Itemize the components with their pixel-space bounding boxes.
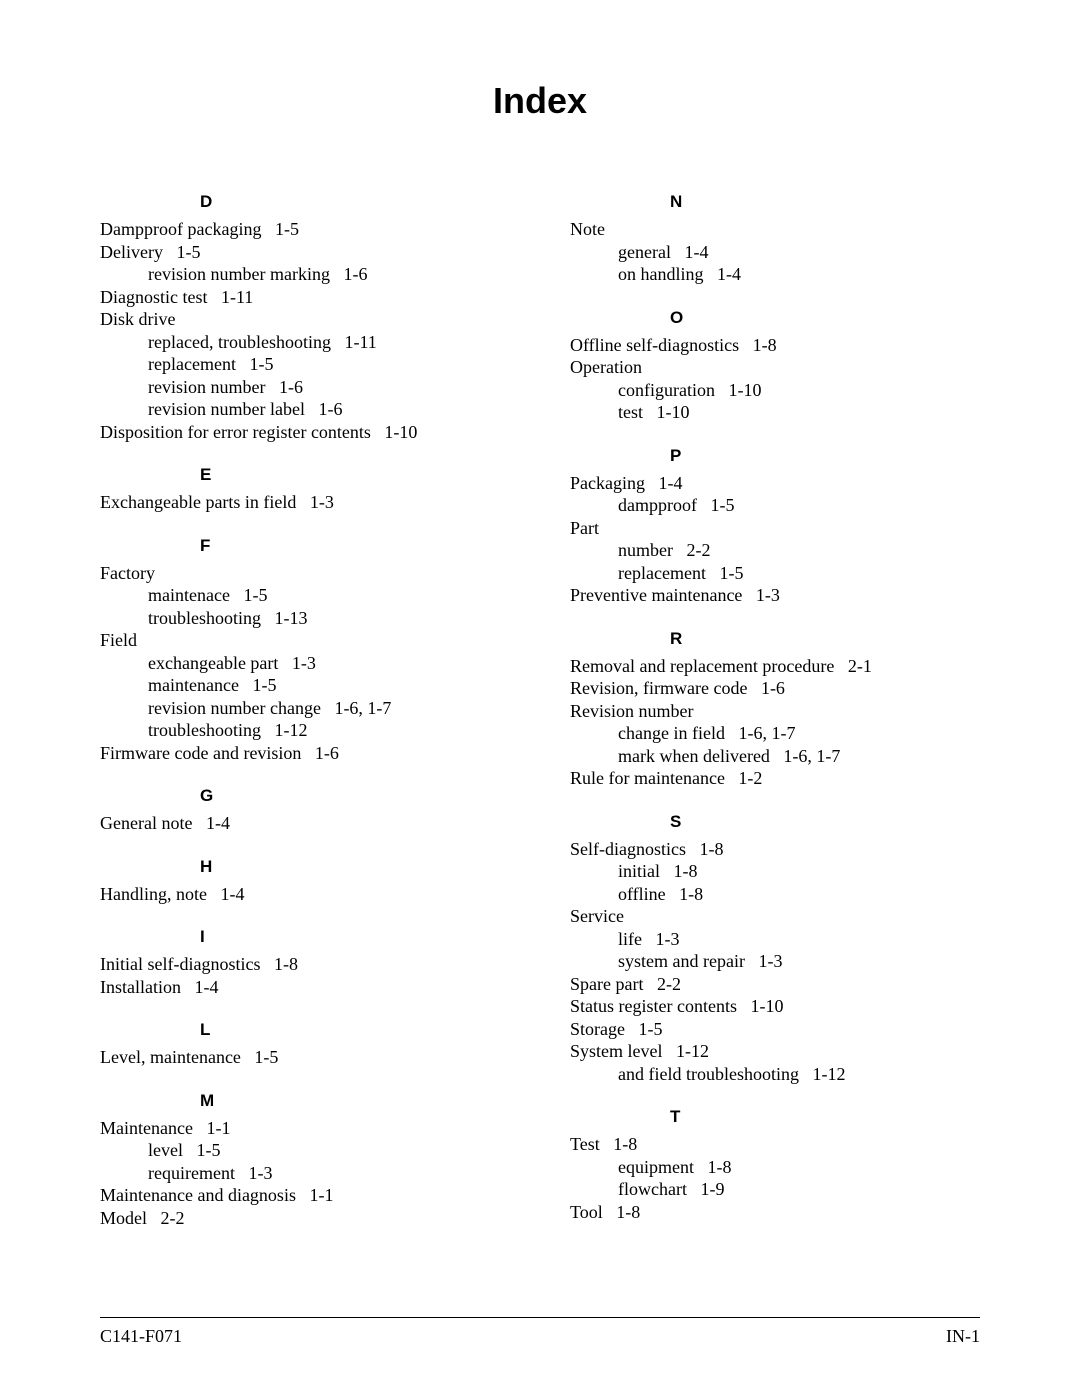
index-entry: requirement 1-3 — [100, 1162, 510, 1185]
section-heading: H — [200, 857, 510, 877]
index-entry: System level 1-12 — [570, 1040, 980, 1063]
page-title: Index — [100, 80, 980, 122]
index-entry: Installation 1-4 — [100, 976, 510, 999]
page-footer: C141-F071 IN-1 — [100, 1317, 980, 1347]
index-entry: Model 2-2 — [100, 1207, 510, 1230]
index-entry: Status register contents 1-10 — [570, 995, 980, 1018]
index-entry: Revision number — [570, 700, 980, 723]
index-entry: Self-diagnostics 1-8 — [570, 838, 980, 861]
section-heading: T — [670, 1107, 980, 1127]
index-entry: number 2-2 — [570, 539, 980, 562]
section-heading: E — [200, 465, 510, 485]
index-entry: offline 1-8 — [570, 883, 980, 906]
index-entry: Part — [570, 517, 980, 540]
index-entry: replaced, troubleshooting 1-11 — [100, 331, 510, 354]
index-entry: revision number marking 1-6 — [100, 263, 510, 286]
index-entry: revision number change 1-6, 1-7 — [100, 697, 510, 720]
section-heading: L — [200, 1020, 510, 1040]
index-entry: Factory — [100, 562, 510, 585]
index-entry: level 1-5 — [100, 1139, 510, 1162]
index-entry: Disposition for error register contents … — [100, 421, 510, 444]
index-entry: Rule for maintenance 1-2 — [570, 767, 980, 790]
section-heading: P — [670, 446, 980, 466]
section-heading: O — [670, 308, 980, 328]
index-entry: Maintenance 1-1 — [100, 1117, 510, 1140]
index-entry: general 1-4 — [570, 241, 980, 264]
index-entry: Operation — [570, 356, 980, 379]
index-entry: maintenance 1-5 — [100, 674, 510, 697]
section-heading: R — [670, 629, 980, 649]
index-entry: Disk drive — [100, 308, 510, 331]
footer-text: C141-F071 IN-1 — [100, 1326, 980, 1347]
section-heading: N — [670, 192, 980, 212]
index-entry: Level, maintenance 1-5 — [100, 1046, 510, 1069]
index-entry: Preventive maintenance 1-3 — [570, 584, 980, 607]
index-entry: Service — [570, 905, 980, 928]
index-entry: Storage 1-5 — [570, 1018, 980, 1041]
index-entry: Removal and replacement procedure 2-1 — [570, 655, 980, 678]
index-entry: system and repair 1-3 — [570, 950, 980, 973]
section-heading: G — [200, 786, 510, 806]
index-entry: Packaging 1-4 — [570, 472, 980, 495]
section-heading: S — [670, 812, 980, 832]
section-heading: I — [200, 927, 510, 947]
index-entry: Test 1-8 — [570, 1133, 980, 1156]
footer-rule — [100, 1317, 980, 1318]
index-entry: test 1-10 — [570, 401, 980, 424]
section-heading: D — [200, 192, 510, 212]
index-page: Index D Dampproof packaging 1-5Delivery 1… — [0, 0, 1080, 1397]
index-columns: DDampproof packaging 1-5Delivery 1-5revi… — [100, 192, 980, 1229]
index-entry: Maintenance and diagnosis 1-1 — [100, 1184, 510, 1207]
index-entry: Diagnostic test 1-11 — [100, 286, 510, 309]
section-heading: M — [200, 1091, 510, 1111]
index-entry: Field — [100, 629, 510, 652]
index-entry: revision number label 1-6 — [100, 398, 510, 421]
index-entry: troubleshooting 1-12 — [100, 719, 510, 742]
left-column: DDampproof packaging 1-5Delivery 1-5revi… — [100, 192, 510, 1229]
index-entry: Initial self-diagnostics 1-8 — [100, 953, 510, 976]
index-entry: Dampproof packaging 1-5 — [100, 218, 510, 241]
index-entry: General note 1-4 — [100, 812, 510, 835]
index-entry: replacement 1-5 — [570, 562, 980, 585]
index-entry: Revision, firmware code 1-6 — [570, 677, 980, 700]
index-entry: change in field 1-6, 1-7 — [570, 722, 980, 745]
index-entry: troubleshooting 1-13 — [100, 607, 510, 630]
index-entry: initial 1-8 — [570, 860, 980, 883]
index-entry: Spare part 2-2 — [570, 973, 980, 996]
index-entry: Offline self-diagnostics 1-8 — [570, 334, 980, 357]
index-entry: replacement 1-5 — [100, 353, 510, 376]
index-entry: flowchart 1-9 — [570, 1178, 980, 1201]
index-entry: mark when delivered 1-6, 1-7 — [570, 745, 980, 768]
index-entry: Exchangeable parts in field 1-3 — [100, 491, 510, 514]
section-heading: F — [200, 536, 510, 556]
index-entry: Note — [570, 218, 980, 241]
index-entry: and field troubleshooting 1-12 — [570, 1063, 980, 1086]
index-entry: on handling 1-4 — [570, 263, 980, 286]
footer-left: C141-F071 — [100, 1326, 182, 1347]
index-entry: Firmware code and revision 1-6 — [100, 742, 510, 765]
index-entry: exchangeable part 1-3 — [100, 652, 510, 675]
footer-right: IN-1 — [946, 1326, 980, 1347]
index-entry: maintenace 1-5 — [100, 584, 510, 607]
index-entry: Delivery 1-5 — [100, 241, 510, 264]
index-entry: life 1-3 — [570, 928, 980, 951]
index-entry: equipment 1-8 — [570, 1156, 980, 1179]
index-entry: Tool 1-8 — [570, 1201, 980, 1224]
right-column: N Notegeneral 1-4on handling 1-4 O Offline … — [570, 192, 980, 1229]
index-entry: configuration 1-10 — [570, 379, 980, 402]
index-entry: dampproof 1-5 — [570, 494, 980, 517]
index-entry: Handling, note 1-4 — [100, 883, 510, 906]
index-entry: revision number 1-6 — [100, 376, 510, 399]
